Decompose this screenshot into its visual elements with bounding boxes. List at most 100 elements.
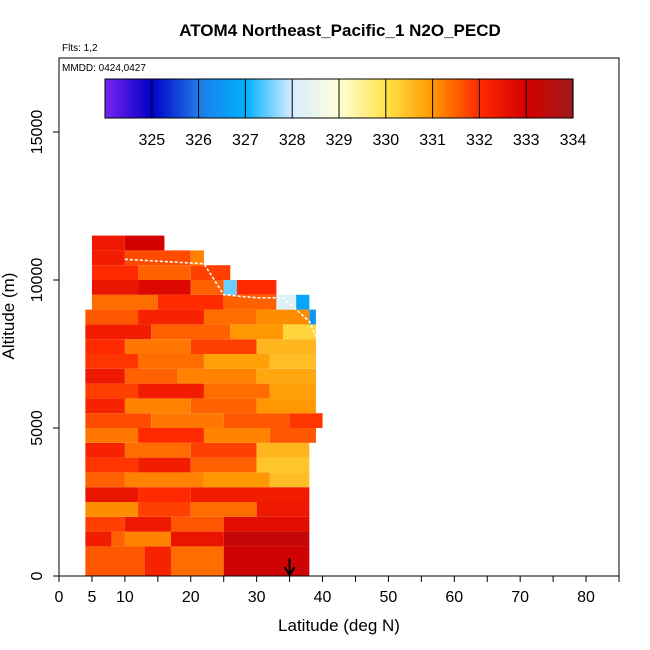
colorbar-segment [476, 79, 480, 118]
colorbar-segment [201, 79, 206, 118]
heatmap-cell [138, 457, 191, 473]
heatmap-cell [85, 472, 125, 488]
heatmap-cell [171, 531, 224, 547]
heatmap-cell [296, 294, 310, 310]
colorbar-segment [426, 79, 431, 118]
colorbar-segment [236, 79, 241, 118]
colorbar-segment [306, 79, 311, 118]
colorbar-segment [251, 79, 255, 118]
x-axis: 0 5 10 20 30 40 50 60 70 80 [55, 576, 620, 606]
colorbar-segment [374, 79, 378, 118]
colorbar-tick-label: 327 [232, 132, 259, 149]
colorbar-segment [552, 79, 557, 118]
colorbar-segment [537, 79, 542, 118]
colorbar-segment [271, 79, 276, 118]
colorbar-segment [388, 79, 393, 118]
heatmap-cell [190, 502, 257, 517]
heatmap-cell [256, 309, 310, 325]
colorbar-segment [125, 79, 129, 118]
colorbar-segment [330, 79, 334, 118]
heatmap-cell [309, 309, 316, 325]
heatmap-cell [203, 383, 270, 399]
colorbar-segment [169, 79, 173, 118]
colorbar-segment [172, 79, 176, 118]
heatmap-cell [190, 339, 257, 354]
colorbar-segment [362, 79, 366, 118]
colorbar-segment [417, 79, 422, 118]
colorbar-segment [502, 79, 507, 118]
heatmap-cell [269, 383, 316, 399]
heatmap-cell [85, 383, 139, 399]
colorbar-segment [245, 79, 249, 118]
colorbar-segment [192, 79, 197, 118]
colorbar-segment [309, 79, 314, 118]
chart-title: ATOM4 Northeast_Pacific_1 N2O_PECD [179, 21, 501, 40]
heatmap-cell [138, 265, 191, 280]
heatmap-cell [256, 502, 310, 517]
colorbar-segment [166, 79, 170, 118]
colorbar-segment [195, 79, 200, 118]
heatmap-cells [85, 235, 323, 576]
colorbar-segment [327, 79, 331, 118]
colorbar-segment [409, 79, 413, 118]
colorbar-segment [207, 79, 211, 118]
colorbar-segment [160, 79, 165, 118]
flights-label: Flts: 1,2 [62, 43, 98, 54]
colorbar-segment [277, 79, 282, 118]
colorbar-segment [397, 79, 402, 118]
heatmap-cell [256, 339, 316, 354]
heatmap-cell [85, 413, 152, 428]
heatmap-cell [269, 472, 310, 488]
colorbar-segment [324, 79, 328, 118]
colorbar-segment [473, 79, 478, 118]
colorbar-tick-label: 333 [513, 132, 540, 149]
colorbar-segment [239, 79, 244, 118]
heatmap-cell [223, 280, 237, 295]
colorbar-segment [359, 79, 363, 118]
heatmap-cell [283, 324, 316, 340]
colorbar-segment [567, 79, 571, 118]
heatmap-cell [85, 309, 139, 325]
colorbar-segment [336, 79, 340, 118]
y-axis-label: Altitude (m) [0, 273, 18, 360]
colorbar-segment [312, 79, 317, 118]
colorbar-segment [479, 79, 483, 118]
colorbar-segment [499, 79, 504, 118]
colorbar-segment [347, 79, 352, 118]
heatmap-cell [269, 354, 316, 369]
x-tick-label: 70 [511, 589, 529, 606]
arrow-marker [283, 558, 296, 577]
heatmap-cell [157, 294, 224, 310]
plot-frame [58, 57, 620, 577]
heatmap-cell [256, 457, 310, 473]
heatmap-cell [203, 472, 270, 488]
colorbar-segment [210, 79, 214, 118]
heatmap-cell [124, 339, 191, 354]
x-tick-label: 40 [314, 589, 332, 606]
colorbar-segment [517, 79, 521, 118]
x-tick-label: 20 [182, 589, 200, 606]
colorbar-segment [494, 79, 498, 118]
heatmap-cell [85, 546, 145, 576]
heatmap-cell [85, 339, 125, 354]
colorbar-segment [532, 79, 536, 118]
colorbar-segment [300, 79, 305, 118]
heatmap-cell [85, 531, 112, 547]
colorbar-segment [143, 79, 147, 118]
colorbar-segment [116, 79, 121, 118]
x-tick-label: 50 [380, 589, 398, 606]
colorbar-tick-label: 332 [466, 132, 493, 149]
heatmap-cell [85, 428, 139, 443]
heatmap-cell [144, 546, 171, 576]
colorbar-segment [318, 79, 323, 118]
colorbar-segment [113, 79, 118, 118]
colorbar-segment [119, 79, 124, 118]
heatmap-cell [223, 546, 310, 576]
colorbar-tick-label: 329 [326, 132, 353, 149]
heatmap-cell [190, 487, 310, 502]
colorbar-segment [298, 79, 302, 118]
colorbar-segment [549, 79, 554, 118]
heatmap-cell [171, 546, 224, 576]
colorbar-segment [219, 79, 223, 118]
colorbar-segment [356, 79, 361, 118]
